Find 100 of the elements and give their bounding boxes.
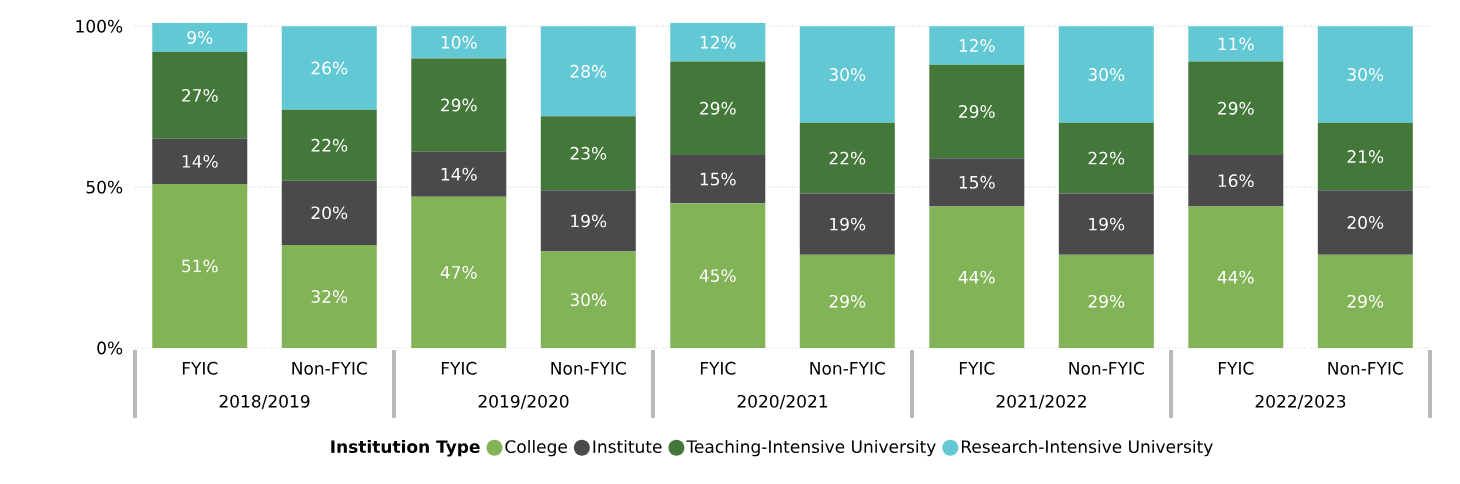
data-label: 30% (829, 68, 866, 81)
data-label: 27% (182, 88, 218, 102)
x-tick-label: FYIC (700, 361, 736, 375)
text: 2020/2021 (737, 394, 828, 410)
data-label: 26% (311, 61, 348, 75)
data-label: 44% (1217, 270, 1254, 284)
bar (540, 251, 636, 348)
bar (540, 26, 636, 117)
data-label: 21% (1347, 150, 1384, 163)
bar (799, 26, 895, 123)
x-tick-label: FYIC (182, 361, 218, 375)
bar (1058, 26, 1154, 123)
bar (1058, 254, 1154, 348)
data-label: 20% (311, 206, 348, 220)
bar (281, 180, 377, 246)
x-tick-label: Non-FYIC (292, 361, 367, 375)
bar (929, 206, 1025, 348)
bar (929, 26, 1025, 65)
bar (152, 22, 248, 52)
bar (799, 193, 895, 255)
legend-label: Teaching-Intensive University (686, 439, 936, 457)
data-label: 22% (1088, 151, 1125, 165)
data-label: 29% (700, 101, 736, 115)
bar (1188, 206, 1284, 348)
data-label: 29% (959, 105, 995, 118)
data-label: 29% (829, 294, 866, 308)
bar (929, 158, 1025, 207)
x-tick-label: Non-FYIC (1328, 361, 1403, 375)
data-label: 12% (700, 35, 736, 49)
data-label: 20% (1347, 216, 1384, 229)
bar (281, 26, 377, 110)
data-label: 30% (570, 293, 607, 307)
data-label: 23% (570, 146, 607, 160)
bar (152, 138, 248, 184)
text: 2022/2023 (1255, 394, 1346, 410)
data-label: 30% (1347, 68, 1384, 81)
data-label: 45% (699, 269, 736, 283)
bar (1058, 193, 1154, 255)
data-label: 15% (700, 172, 736, 186)
text: 2019/2020 (478, 394, 569, 410)
data-label: 10% (441, 35, 477, 49)
y-tick-label: 100% (76, 19, 123, 33)
bar (670, 61, 766, 155)
bar (799, 254, 895, 348)
data-label: 12% (959, 39, 995, 52)
data-label: 47% (440, 265, 477, 279)
data-label: 28% (570, 64, 607, 78)
data-label: 14% (182, 154, 218, 168)
x-tick-label: FYIC (441, 361, 477, 375)
bar (152, 51, 248, 139)
bar (1317, 190, 1413, 255)
data-label: 29% (1347, 294, 1384, 308)
x-tick-label: FYIC (1218, 361, 1254, 375)
bar (799, 122, 895, 194)
data-label: 19% (1089, 217, 1125, 231)
x-tick-label: Non-FYIC (1069, 361, 1144, 375)
text: 2018/2019 (219, 394, 310, 410)
bar (540, 190, 636, 252)
bar (540, 116, 636, 191)
bar (1317, 26, 1413, 123)
bar (1317, 254, 1413, 348)
data-label: 14% (441, 167, 477, 181)
bar (411, 26, 507, 59)
data-label: 51% (182, 259, 218, 273)
data-label: 29% (1088, 294, 1125, 308)
bar (411, 196, 507, 348)
bar (929, 64, 1025, 159)
y-tick-label: 50% (86, 180, 123, 194)
data-label: 11% (1218, 37, 1254, 51)
data-label: 19% (830, 217, 866, 231)
data-label: 9% (187, 31, 213, 44)
bar (411, 151, 507, 197)
data-label: 32% (311, 290, 348, 303)
data-label: 29% (441, 98, 477, 112)
bar (1317, 122, 1413, 191)
bar (670, 154, 766, 204)
legend-label: College (505, 439, 567, 457)
bar (1058, 122, 1154, 194)
data-label: 29% (1218, 101, 1254, 115)
data-label: 30% (1088, 68, 1125, 81)
data-label: 44% (958, 270, 995, 284)
bar (670, 22, 766, 62)
data-label: 15% (959, 175, 995, 189)
x-tick-label: FYIC (959, 361, 995, 375)
data-label: 22% (311, 138, 348, 152)
y-tick-label: 0% (97, 341, 123, 355)
legend-label: Research-Intensive University (961, 439, 1213, 457)
legend-title: Institution Type (331, 439, 480, 457)
bar (1188, 61, 1284, 155)
x-tick-label: Non-FYIC (551, 361, 626, 375)
bar (1188, 154, 1284, 207)
data-label: 16% (1218, 174, 1254, 188)
bar (281, 109, 377, 181)
x-tick-label: Non-FYIC (810, 361, 885, 375)
bar (670, 203, 766, 348)
legend-label: Institute (593, 439, 662, 454)
bar (1188, 26, 1284, 62)
text: 2021/2022 (996, 394, 1086, 410)
data-label: 19% (571, 214, 607, 228)
bar (281, 245, 377, 348)
